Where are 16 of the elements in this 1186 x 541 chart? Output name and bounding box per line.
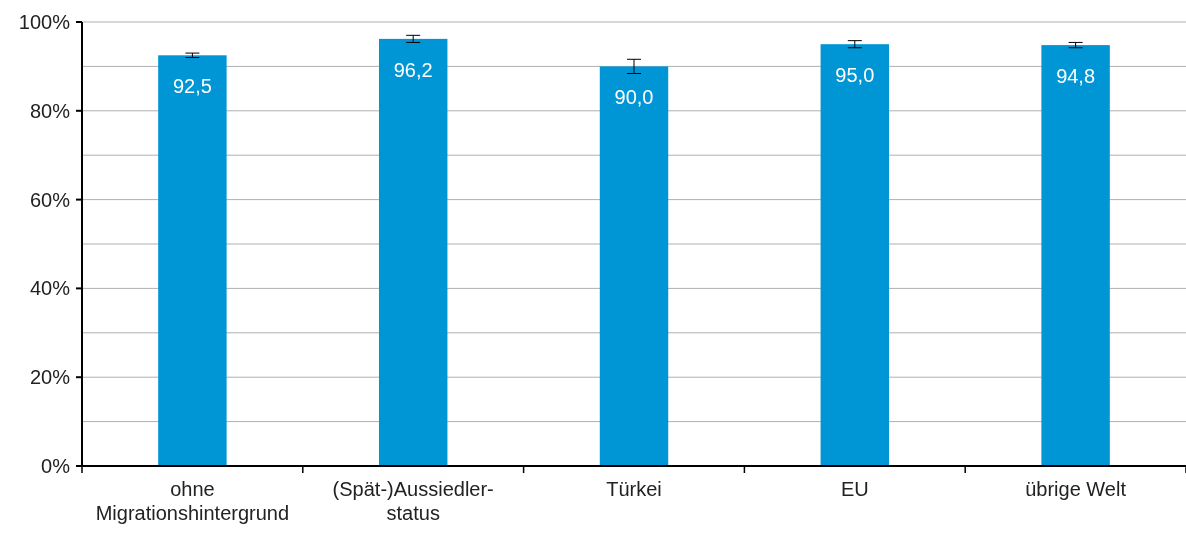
y-tick-label: 80% bbox=[29, 99, 71, 122]
y-tick-label: 40% bbox=[29, 277, 71, 300]
x-tick-label: EU bbox=[840, 478, 869, 500]
y-tick-label: 100% bbox=[18, 11, 71, 33]
data-label: 94,8 bbox=[1056, 65, 1096, 88]
data-label: 90,0 bbox=[614, 86, 654, 109]
data-label: 92,5 bbox=[172, 75, 212, 98]
y-tick-label: 0% bbox=[41, 455, 71, 477]
data-label: 96,2 bbox=[393, 58, 433, 81]
x-tick-label: Türkei bbox=[606, 478, 662, 500]
x-tick-label: übrige Welt bbox=[1025, 478, 1127, 500]
x-tick-label: (Spät-)Aussiedler- status bbox=[332, 478, 494, 524]
x-tick-label: ohne Migrationshintergrund bbox=[95, 478, 290, 524]
data-label: 95,0 bbox=[835, 64, 875, 87]
y-tick-label: 60% bbox=[29, 188, 71, 211]
y-tick-label: 20% bbox=[29, 366, 71, 389]
